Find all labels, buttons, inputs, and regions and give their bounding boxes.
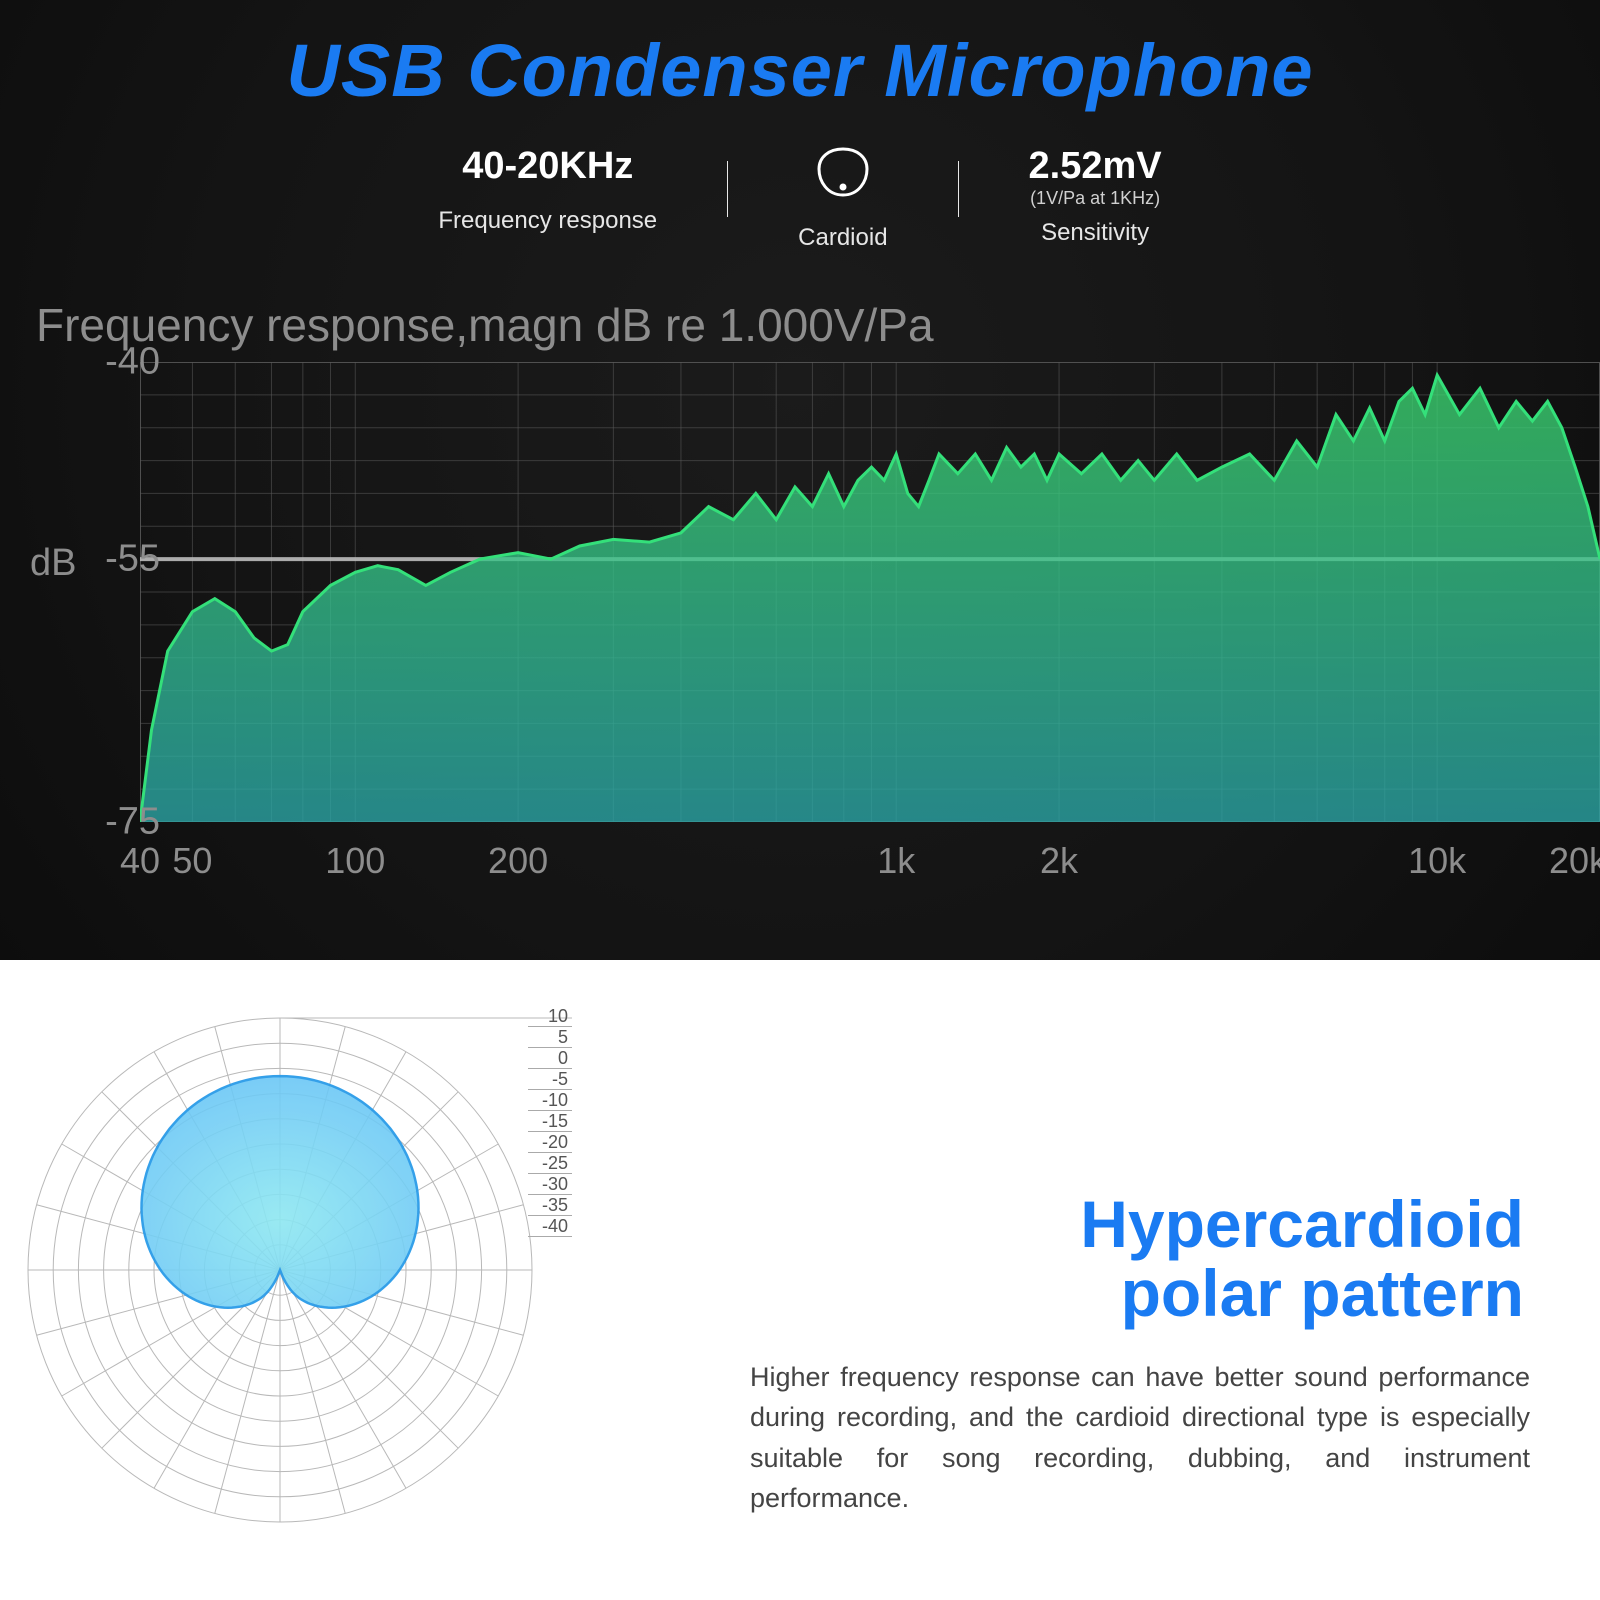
polar-scale-tick: -5 [528, 1069, 572, 1090]
heading-line-2: polar pattern [1121, 1256, 1524, 1330]
spec-sensitivity: 2.52mV (1V/Pa at 1KHz) Sensitivity [959, 147, 1232, 247]
x-tick: 10k [1408, 840, 1466, 882]
x-tick: 50 [172, 840, 212, 882]
spec-pattern: Cardioid [728, 147, 957, 252]
y-axis-unit: dB [30, 542, 76, 585]
polar-scale-tick: -15 [528, 1111, 572, 1132]
chart-title: Frequency response,magn dB re 1.000V/Pa [36, 298, 1600, 352]
polar-scale-tick: -20 [528, 1132, 572, 1153]
section-heading: Hypercardioid polar pattern [750, 1190, 1530, 1329]
cardioid-icon [815, 147, 871, 202]
polar-scale-tick: 10 [528, 1006, 572, 1027]
y-tick: -55 [90, 538, 160, 581]
specs-row: 40-20KHz Frequency response Cardioid 2.5… [0, 147, 1600, 252]
spec-pattern-label: Cardioid [798, 224, 887, 252]
spec-sensitivity-value: 2.52mV [1029, 147, 1162, 185]
x-axis-ticks: 40 50 100 200 1k 2k 10k 20kHz [0, 840, 1600, 888]
frequency-chart-svg [140, 362, 1600, 822]
top-panel: USB Condenser Microphone 40-20KHz Freque… [0, 0, 1600, 960]
spec-frequency-label: Frequency response [438, 207, 657, 235]
bottom-panel: 1050-5-10-15-20-25-30-35-40 Hypercardioi… [0, 960, 1600, 1600]
x-tick: 1k [877, 840, 915, 882]
spec-sensitivity-label: Sensitivity [1029, 219, 1162, 247]
x-tick: 2k [1040, 840, 1078, 882]
polar-pattern-chart: 1050-5-10-15-20-25-30-35-40 [0, 960, 740, 1600]
x-tick: 40 [120, 840, 160, 882]
frequency-response-chart: dB -40-55-75 40501002001k2k10k20kHz [0, 362, 1600, 827]
polar-scale-tick: 0 [528, 1048, 572, 1069]
polar-scale-tick: -35 [528, 1195, 572, 1216]
polar-scale-tick: -30 [528, 1174, 572, 1195]
spec-frequency-value: 40-20KHz [438, 147, 657, 185]
x-tick: 200 [488, 840, 548, 882]
description-paragraph: Higher frequency response can have bette… [750, 1357, 1530, 1519]
polar-scale-tick: -40 [528, 1216, 572, 1237]
page-title: USB Condenser Microphone [0, 28, 1600, 113]
spec-frequency: 40-20KHz Frequency response [368, 147, 727, 235]
heading-line-1: Hypercardioid [1080, 1187, 1524, 1261]
y-tick: -75 [90, 801, 160, 844]
polar-db-scale: 1050-5-10-15-20-25-30-35-40 [528, 1006, 572, 1237]
spec-sensitivity-sub: (1V/Pa at 1KHz) [1029, 188, 1162, 209]
x-tick: 100 [325, 840, 385, 882]
description-column: Hypercardioid polar pattern Higher frequ… [740, 960, 1600, 1600]
x-tick: 20kHz [1549, 840, 1600, 882]
y-tick: -40 [90, 341, 160, 384]
polar-scale-tick: 5 [528, 1027, 572, 1048]
polar-scale-tick: -25 [528, 1153, 572, 1174]
polar-chart-svg [0, 960, 720, 1580]
polar-scale-tick: -10 [528, 1090, 572, 1111]
